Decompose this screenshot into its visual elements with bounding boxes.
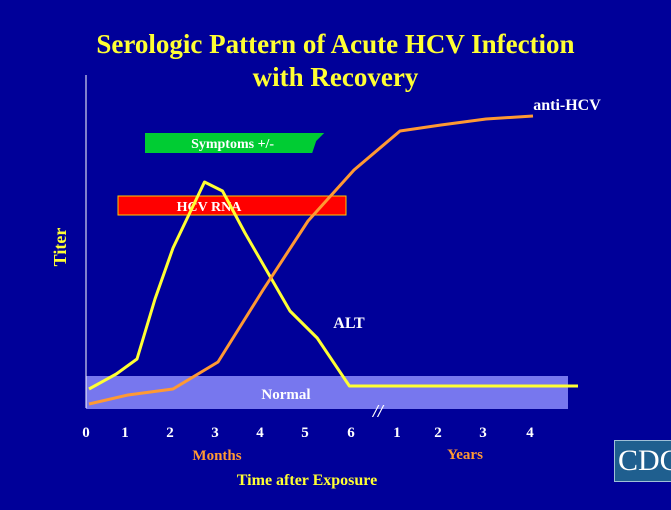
x-axis-title: Time after Exposure	[237, 472, 377, 489]
title-line-2: with Recovery	[252, 62, 419, 92]
anti-hcv-series-label: anti-HCV	[533, 97, 601, 114]
x-tick-label: 3	[211, 425, 219, 441]
symptoms-bar	[145, 133, 325, 153]
x-tick-label: 4	[256, 425, 264, 441]
x-tick-label: 5	[301, 425, 309, 441]
x-tick-label: 6	[347, 425, 355, 441]
x-tick-label: 4	[526, 425, 534, 441]
x-tick-label: 2	[166, 425, 174, 441]
months-label: Months	[192, 448, 241, 464]
x-tick-label: 1	[121, 425, 129, 441]
title-line-1: Serologic Pattern of Acute HCV Infection	[96, 29, 575, 59]
slide-title: Serologic Pattern of Acute HCV Infection…	[20, 28, 651, 94]
x-tick-label: 0	[82, 425, 90, 441]
alt-series-label: ALT	[333, 315, 365, 332]
cdc-logo: CDC	[614, 440, 671, 482]
x-tick-label: 3	[479, 425, 487, 441]
years-label: Years	[447, 447, 483, 463]
normal-band-label: Normal	[261, 387, 310, 403]
axis-break: //	[371, 401, 385, 421]
anti-hcv-line	[88, 114, 534, 406]
hcv-rna-bar	[117, 195, 347, 216]
alt-line	[88, 180, 578, 391]
symptoms-bar-label: Symptoms +/-	[191, 137, 274, 152]
x-tick-label: 1	[393, 425, 401, 441]
y-axis-title: Titer	[50, 228, 70, 267]
normal-band	[86, 376, 568, 409]
x-tick-label: 2	[434, 425, 442, 441]
